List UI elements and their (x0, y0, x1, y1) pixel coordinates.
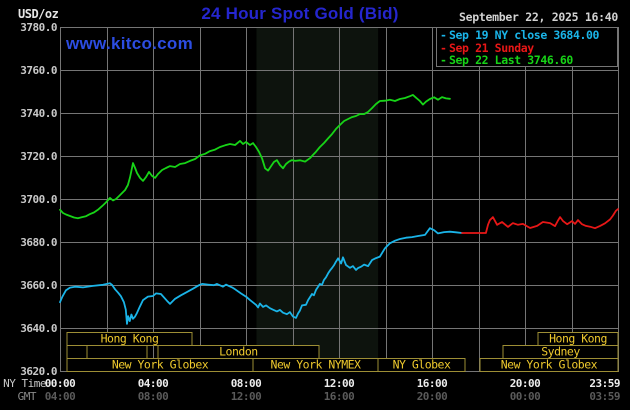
legend-label-sep21: Sep 21 Sunday (449, 40, 534, 55)
y-tick-label: 3700.0 (20, 193, 57, 206)
session-box (377, 358, 466, 372)
ny-time-axis-label: NY Time (3, 377, 46, 390)
legend-item-sep22: - Sep 22 Last 3746.60 (440, 52, 617, 67)
series-line-sep-19-ny-close (59, 227, 463, 325)
session-label: Sydney (541, 345, 580, 359)
gmt-tick-label: 03:59 (589, 390, 620, 403)
gmt-tick-label: 12:00 (231, 390, 262, 403)
session-label: New York Globex (112, 358, 209, 372)
ny-time-tick-label: 23:59 (589, 377, 620, 390)
ny-time-tick-label: 00:00 (45, 377, 76, 390)
y-tick-label: 3780.0 (20, 21, 57, 34)
y-tick-label: 3740.0 (20, 107, 57, 120)
ny-time-tick-label: 08:00 (231, 377, 262, 390)
kitco-watermark-link[interactable]: www.kitco.com (66, 34, 194, 53)
series-line-sep-21-sunday (461, 208, 619, 234)
sep21-line-marker: - (440, 40, 447, 55)
session-label: New York Globex (501, 358, 598, 372)
sep19-line-marker: - (440, 28, 447, 43)
session-label: London (219, 345, 258, 359)
legend-item-sep19: - Sep 19 NY close 3684.00 (440, 28, 617, 43)
y-tick-label: 3620.0 (20, 365, 57, 378)
ny-time-tick-label: 16:00 (417, 377, 448, 390)
legend-item-sep21: - Sep 21 Sunday (440, 40, 617, 55)
session-label: Hong Kong (101, 332, 159, 346)
y-tick-label: 3720.0 (20, 150, 57, 163)
session-label: Hong Kong (549, 332, 607, 346)
gmt-axis-label: GMT (18, 390, 37, 403)
gmt-tick-label: 16:00 (324, 390, 355, 403)
gmt-tick-label: 08:00 (138, 390, 169, 403)
session-label: NY Globex (393, 358, 451, 372)
ny-time-tick-label: 04:00 (138, 377, 169, 390)
sep22-line-marker: - (440, 52, 447, 67)
chart-datetime: September 22, 2025 16:40 (459, 10, 618, 24)
ny-time-tick-label: 20:00 (510, 377, 541, 390)
y-tick-label: 3760.0 (20, 64, 57, 77)
y-tick-label: 3680.0 (20, 236, 57, 249)
gridlines (60, 27, 618, 371)
gmt-tick-label: 04:00 (45, 390, 76, 403)
gmt-tick-label: 00:00 (510, 390, 541, 403)
session-box (66, 345, 88, 359)
legend-label-sep19: Sep 19 NY close 3684.00 (449, 28, 600, 43)
gmt-tick-label: 20:00 (417, 390, 448, 403)
y-tick-label: 3640.0 (20, 322, 57, 335)
series-line-sep-22-last (59, 94, 451, 220)
ny-time-tick-label: 12:00 (324, 377, 355, 390)
session-box (479, 358, 619, 372)
session-label: New York NYMEX (271, 358, 362, 372)
legend-label-sep22: Sep 22 Last 3746.60 (449, 52, 573, 67)
y-axis-units-label: USD/oz (18, 7, 59, 21)
y-tick-label: 3660.0 (20, 279, 57, 292)
legend-box: - Sep 19 NY close 3684.00 - Sep 21 Sunda… (436, 27, 618, 67)
chart-title: 24 Hour Spot Gold (Bid) (201, 4, 399, 23)
